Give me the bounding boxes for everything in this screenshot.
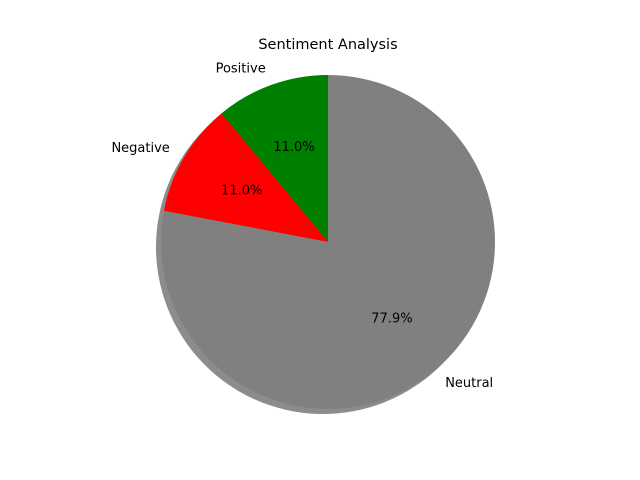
slice-label-negative: Negative bbox=[111, 141, 169, 156]
slice-label-neutral: Neutral bbox=[445, 376, 493, 391]
percent-label-neutral: 77.9% bbox=[371, 312, 412, 327]
pie-slice-negative bbox=[163, 113, 328, 242]
pie-slices bbox=[161, 75, 496, 409]
slice-label-positive: Positive bbox=[216, 62, 266, 77]
percent-label-positive: 11.0% bbox=[273, 140, 314, 155]
chart-title: Sentiment Analysis bbox=[258, 37, 397, 53]
pie-labels: Positive 11.0% Negative 11.0% Neutral 77.9% bbox=[111, 62, 493, 391]
pie-slice-positive bbox=[221, 75, 328, 242]
pie-slice-neutral bbox=[161, 75, 496, 409]
percent-label-negative: 11.0% bbox=[221, 184, 262, 199]
